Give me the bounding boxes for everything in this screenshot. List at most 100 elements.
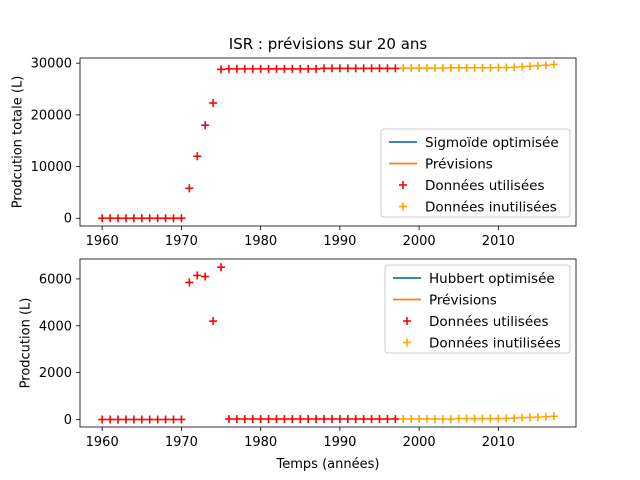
legend-label: Données utilisées (429, 314, 548, 330)
legend-label: Prévisions (429, 293, 497, 309)
x-tick-label: 1980 (244, 435, 277, 450)
data-point (240, 64, 249, 73)
legend-box (380, 128, 571, 218)
data-point (462, 414, 471, 423)
data-point (494, 414, 503, 423)
legend-label: Prévisions (425, 157, 493, 173)
data-point (145, 214, 154, 223)
axis-ticks: 1960 1970 1980 1990 2000 2010 0 10000 20000 30000 (31, 57, 515, 249)
legend-entry: Prévisions (393, 293, 497, 309)
data-point (106, 415, 115, 424)
data-point (351, 64, 360, 73)
data-point (399, 64, 408, 73)
data-point (320, 415, 329, 424)
data-point (391, 64, 400, 73)
data-point (240, 415, 249, 424)
plot-frame (79, 258, 577, 428)
legend-marker-swatch (399, 181, 407, 189)
data-point (296, 64, 305, 73)
data-point (470, 63, 479, 72)
data-point (533, 61, 542, 70)
data-point (438, 415, 447, 424)
data-point (367, 415, 376, 424)
data-point (399, 415, 408, 424)
x-tick-label: 2010 (482, 435, 515, 450)
legend-label: Sigmoïde optimisée (425, 135, 559, 151)
plot-frame (79, 57, 577, 227)
data-point (169, 415, 178, 424)
data-point (288, 64, 297, 73)
x-tick-label: 1960 (86, 435, 119, 450)
data-point (288, 415, 297, 424)
data-point (304, 415, 313, 424)
data-point (383, 64, 392, 73)
data-point (502, 414, 511, 423)
data-point (549, 60, 558, 69)
data-point (541, 61, 550, 70)
data-point (161, 214, 170, 223)
data-point (383, 415, 392, 424)
data-point (137, 214, 146, 223)
data-point (438, 64, 447, 73)
data-point (185, 184, 194, 193)
data-point (137, 415, 146, 424)
data-point (248, 415, 257, 424)
chart-yearly-production: 1960 1970 1980 1990 2000 2010 0 2000 4000 6000 Pr… (19, 258, 577, 472)
x-tick-label: 1960 (86, 234, 119, 249)
data-point (153, 214, 162, 223)
y-axis-label: Prodcution totale (L) (11, 76, 26, 209)
data-point (248, 64, 257, 73)
y-tick-label: 0 (64, 212, 72, 227)
x-axis-label: Temps (années) (276, 457, 380, 472)
y-axis-label: Prodcution (L) (19, 298, 34, 389)
data-point (454, 414, 463, 423)
y-tick-label: 20000 (31, 108, 72, 123)
data-point (121, 415, 130, 424)
legend-label: Données inutilisées (425, 200, 557, 216)
y-tick-label: 10000 (31, 160, 72, 175)
data-point (510, 63, 519, 72)
legend-entry: Données inutilisées (399, 200, 557, 216)
data-point (312, 415, 321, 424)
data-point (486, 414, 495, 423)
data-point (533, 413, 542, 422)
x-tick-label: 1990 (323, 435, 356, 450)
data-point (510, 414, 519, 423)
data-point (232, 64, 241, 73)
x-tick-label: 2000 (403, 435, 436, 450)
data-point (446, 63, 455, 72)
x-tick-label: 1970 (165, 234, 198, 249)
data-point (415, 64, 424, 73)
y-tick-label: 30000 (31, 57, 72, 72)
data-point (209, 98, 218, 107)
data-point (518, 62, 527, 71)
data-point (129, 214, 138, 223)
plot-marks (98, 263, 558, 424)
data-point (177, 415, 186, 424)
data-point (106, 214, 115, 223)
legend-label: Données utilisées (425, 178, 544, 194)
data-point (454, 63, 463, 72)
plot-marks (98, 60, 558, 223)
data-point (224, 64, 233, 73)
data-point (478, 63, 487, 72)
y-tick-label: 2000 (39, 366, 72, 381)
legend-label: Données inutilisées (429, 336, 561, 352)
data-point (335, 415, 344, 424)
data-point (193, 152, 202, 161)
data-point (209, 317, 218, 326)
data-point (114, 415, 123, 424)
data-point (494, 63, 503, 72)
legend-marker-swatch (403, 338, 411, 347)
data-point (264, 64, 273, 73)
data-point (486, 63, 495, 72)
data-point (526, 62, 535, 71)
data-point (217, 65, 226, 74)
data-point (518, 413, 527, 422)
legend-marker-swatch (399, 202, 407, 211)
data-point (280, 415, 289, 424)
data-point (549, 412, 558, 421)
data-point (351, 415, 360, 424)
legend-marker-swatch (403, 317, 411, 325)
data-point (526, 413, 535, 422)
